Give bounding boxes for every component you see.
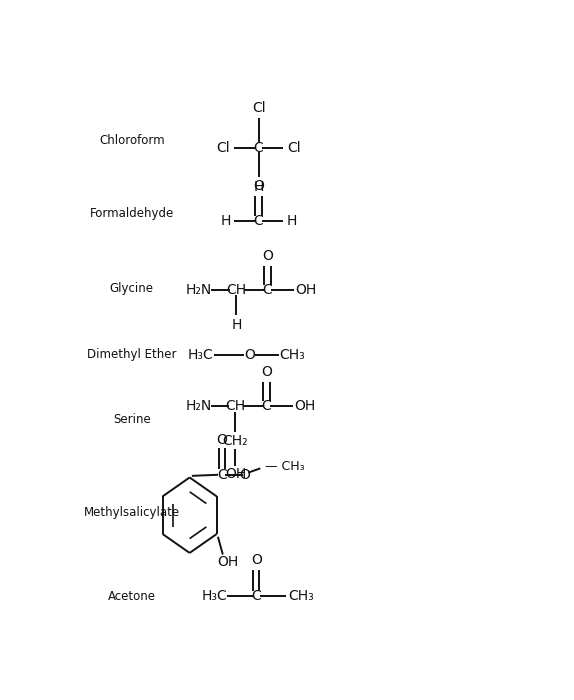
Text: CH: CH	[226, 399, 246, 413]
Text: CH: CH	[226, 284, 246, 298]
Text: C: C	[251, 589, 261, 603]
Text: O: O	[262, 249, 273, 263]
Text: OH: OH	[217, 555, 238, 569]
Text: H₂N: H₂N	[185, 399, 212, 413]
Text: O: O	[251, 554, 262, 568]
Text: H: H	[220, 214, 231, 228]
Text: Chloroform: Chloroform	[99, 134, 165, 147]
Text: OH: OH	[225, 467, 246, 481]
Text: H₃C: H₃C	[188, 348, 214, 362]
Text: H: H	[231, 318, 242, 332]
Text: Acetone: Acetone	[108, 589, 156, 603]
Text: Cl: Cl	[288, 141, 301, 155]
Text: O: O	[253, 179, 264, 193]
Text: Cl: Cl	[216, 141, 230, 155]
Text: Glycine: Glycine	[110, 282, 154, 295]
Text: OH: OH	[294, 399, 316, 413]
Text: CH₃: CH₃	[288, 589, 314, 603]
Text: H₃C: H₃C	[201, 589, 227, 603]
Text: C: C	[263, 284, 272, 298]
Text: H₂N: H₂N	[185, 284, 212, 298]
Text: Cl: Cl	[252, 102, 265, 116]
Text: O: O	[245, 348, 255, 362]
Text: Formaldehyde: Formaldehyde	[90, 207, 174, 220]
Text: H: H	[286, 214, 297, 228]
Text: OH: OH	[296, 284, 317, 298]
Text: Dimethyl Ether: Dimethyl Ether	[87, 348, 177, 361]
Text: H: H	[253, 180, 264, 194]
Text: C: C	[254, 214, 263, 228]
Text: O: O	[261, 365, 272, 379]
Text: CH₂: CH₂	[223, 435, 249, 449]
Text: C: C	[217, 468, 227, 482]
Text: CH₃: CH₃	[280, 348, 305, 362]
Text: — CH₃: — CH₃	[265, 460, 304, 473]
Text: O: O	[239, 468, 250, 482]
Text: C: C	[254, 141, 263, 155]
Text: O: O	[216, 433, 227, 447]
Text: Serine: Serine	[113, 413, 151, 426]
Text: Methylsalicylate: Methylsalicylate	[84, 506, 180, 519]
Text: C: C	[262, 399, 272, 413]
